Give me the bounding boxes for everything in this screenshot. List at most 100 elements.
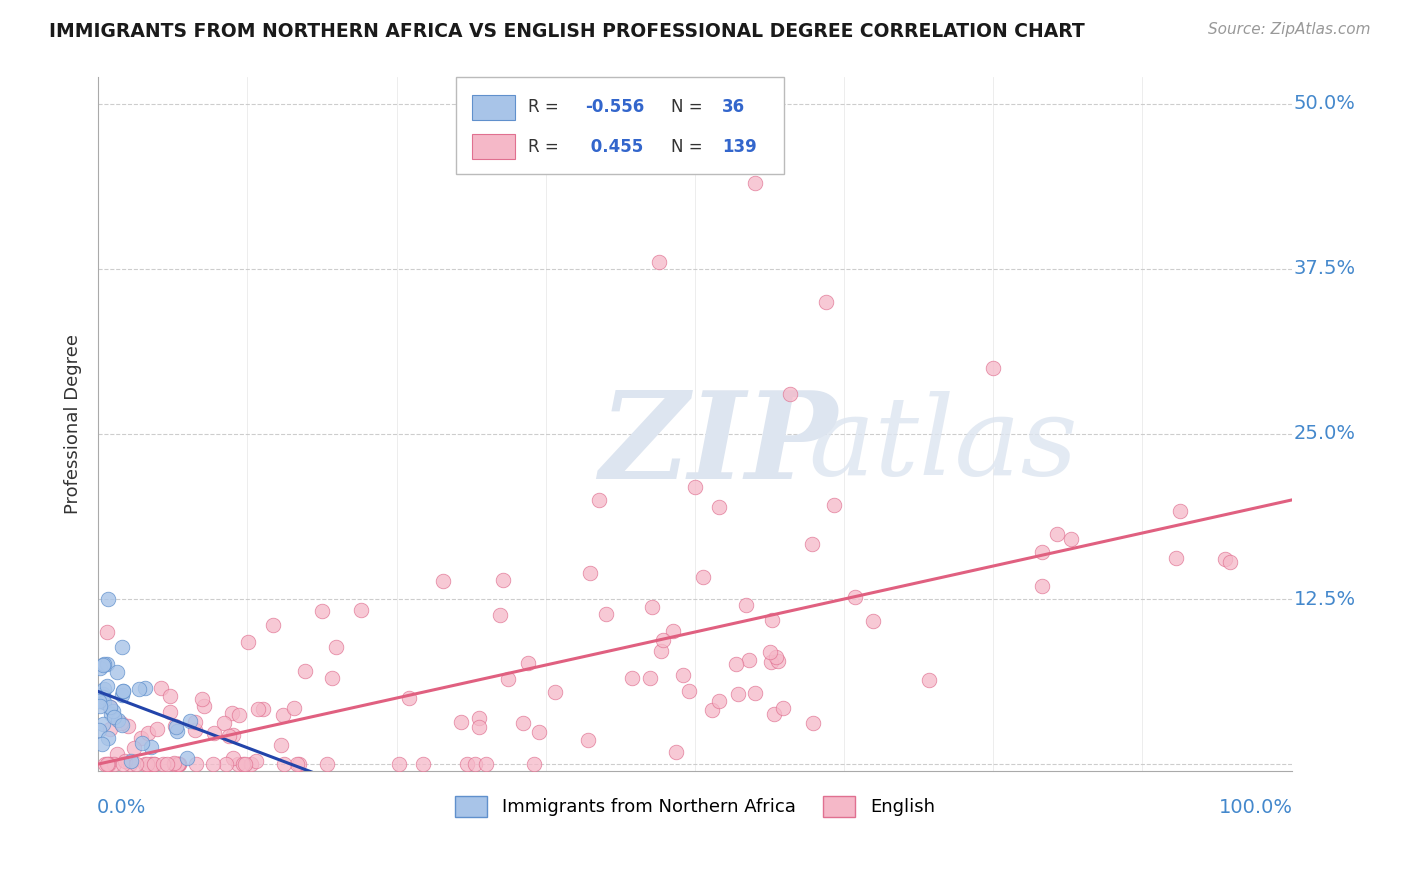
Point xyxy=(262,617,284,632)
Point xyxy=(101,704,124,718)
Point xyxy=(1166,550,1188,565)
Point xyxy=(114,754,136,768)
Point xyxy=(862,614,884,628)
Point xyxy=(588,493,610,508)
Point xyxy=(141,757,163,772)
Point xyxy=(128,682,150,697)
Point xyxy=(98,700,121,714)
Point xyxy=(707,500,730,514)
FancyBboxPatch shape xyxy=(456,78,785,175)
Point xyxy=(107,747,129,761)
Point xyxy=(136,757,159,772)
Point xyxy=(700,703,723,717)
Point xyxy=(815,294,838,309)
Point xyxy=(288,757,311,772)
Point xyxy=(218,729,240,743)
Text: -0.556: -0.556 xyxy=(585,98,644,116)
Point xyxy=(96,679,118,693)
Point xyxy=(103,710,125,724)
Point xyxy=(641,600,664,615)
Point xyxy=(111,718,134,732)
Point xyxy=(1031,579,1053,593)
Point xyxy=(93,681,115,696)
Point xyxy=(103,757,125,772)
Point xyxy=(202,726,225,740)
Point xyxy=(1215,552,1237,566)
Point xyxy=(125,757,148,772)
Point xyxy=(294,664,316,678)
Point xyxy=(91,687,114,701)
Point xyxy=(517,657,540,671)
Point xyxy=(91,737,114,751)
Point xyxy=(139,757,162,772)
Point xyxy=(221,706,243,720)
Text: 25.0%: 25.0% xyxy=(1294,425,1355,443)
Point xyxy=(232,757,254,772)
Point xyxy=(692,569,714,583)
Text: IMMIGRANTS FROM NORTHERN AFRICA VS ENGLISH PROFESSIONAL DEGREE CORRELATION CHART: IMMIGRANTS FROM NORTHERN AFRICA VS ENGLI… xyxy=(49,22,1085,41)
Point xyxy=(228,707,250,722)
Point xyxy=(724,657,747,672)
Point xyxy=(89,694,111,708)
Point xyxy=(270,738,292,752)
Point xyxy=(96,657,118,672)
Text: 139: 139 xyxy=(723,137,756,156)
Point xyxy=(150,681,173,695)
Point xyxy=(464,757,486,772)
Text: R =: R = xyxy=(527,98,564,116)
Text: 0.0%: 0.0% xyxy=(97,798,146,817)
Point xyxy=(311,604,333,618)
Point xyxy=(498,672,520,686)
Point xyxy=(350,602,373,616)
Text: 0.455: 0.455 xyxy=(585,137,644,156)
Point xyxy=(492,574,515,588)
Point xyxy=(159,689,181,703)
Point xyxy=(111,688,134,702)
Point xyxy=(467,711,489,725)
Point xyxy=(236,635,259,649)
Point xyxy=(91,658,114,673)
FancyBboxPatch shape xyxy=(471,135,515,160)
Point xyxy=(163,757,186,772)
Point xyxy=(489,608,512,623)
Point xyxy=(285,757,308,772)
Point xyxy=(651,632,673,647)
Text: Source: ZipAtlas.com: Source: ZipAtlas.com xyxy=(1208,22,1371,37)
Point xyxy=(683,480,706,494)
Point xyxy=(271,708,294,723)
Point xyxy=(761,613,783,627)
Point xyxy=(744,176,766,190)
Point xyxy=(202,757,225,772)
Point xyxy=(245,754,267,768)
Point xyxy=(779,387,801,401)
Point xyxy=(112,757,135,772)
Point xyxy=(388,757,411,772)
Point xyxy=(316,757,339,772)
Point xyxy=(512,715,534,730)
Point xyxy=(166,723,188,738)
Point xyxy=(215,757,238,772)
Text: 12.5%: 12.5% xyxy=(1294,590,1355,608)
Point xyxy=(221,728,243,742)
Point xyxy=(97,731,120,745)
Point xyxy=(131,736,153,750)
Point xyxy=(772,701,794,715)
Point xyxy=(595,607,617,621)
Point xyxy=(214,715,236,730)
Point xyxy=(134,757,156,772)
Text: R =: R = xyxy=(527,137,564,156)
Point xyxy=(89,699,111,714)
Point xyxy=(96,757,118,772)
Point xyxy=(97,757,120,772)
Point xyxy=(665,745,688,759)
Point xyxy=(93,690,115,704)
Point xyxy=(650,643,672,657)
Text: N =: N = xyxy=(671,98,707,116)
Point xyxy=(672,668,695,682)
Point xyxy=(450,714,472,729)
Point xyxy=(179,714,201,729)
Point xyxy=(91,717,114,731)
Point xyxy=(110,715,132,730)
Point xyxy=(918,673,941,688)
Point xyxy=(648,255,671,269)
